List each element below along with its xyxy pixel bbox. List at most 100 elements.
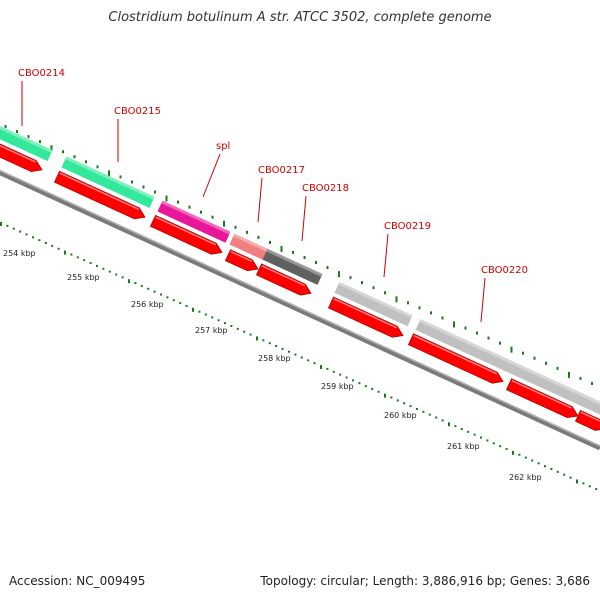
major-tick xyxy=(128,279,130,284)
cds-arrow xyxy=(149,214,223,255)
minor-tick xyxy=(486,439,489,442)
kbp-label: 260 kbp xyxy=(384,411,417,420)
cds-arrow-shape xyxy=(407,333,504,384)
cds-arrow-shine xyxy=(333,298,398,329)
gene-feature-box xyxy=(229,233,269,261)
minor-tick xyxy=(345,376,348,379)
gene-label-leader xyxy=(202,153,221,198)
minor-tick xyxy=(198,310,201,313)
minor-tick xyxy=(211,316,214,319)
gene-feature-shine xyxy=(419,319,600,409)
gene-label: CBO0219 xyxy=(384,221,431,232)
minor-tick xyxy=(147,287,150,290)
minor-tick xyxy=(422,410,425,413)
gene-label: CBO0217 xyxy=(258,165,305,176)
minor-tick xyxy=(454,425,457,428)
major-tick xyxy=(384,393,386,398)
gene-feature xyxy=(0,124,53,161)
minor-tick xyxy=(371,387,374,390)
outer-tick-ring xyxy=(4,125,593,385)
minor-tick xyxy=(281,347,284,350)
minor-tick xyxy=(217,319,220,322)
kbp-label: 255 kbp xyxy=(67,273,100,282)
minor-tick xyxy=(569,476,572,479)
gene-feature xyxy=(157,200,231,243)
minor-tick xyxy=(428,413,431,416)
cds-arrow-shine xyxy=(580,411,600,422)
minor-tick xyxy=(12,227,15,230)
minor-tick xyxy=(172,299,175,302)
major-tick xyxy=(192,307,194,312)
accession-text: Accession: NC_009495 xyxy=(9,574,146,588)
backbone-highlight xyxy=(0,169,600,447)
gene-feature-box xyxy=(0,124,53,161)
gene-feature xyxy=(415,319,600,417)
major-tick xyxy=(320,365,322,370)
cds-arrow-shine xyxy=(59,172,140,210)
cds-arrow-shine xyxy=(261,265,306,287)
minor-tick xyxy=(44,242,47,245)
minor-tick xyxy=(262,339,265,342)
inner-tick-ring xyxy=(0,222,598,491)
gene-feature-shine xyxy=(233,233,269,252)
gene-feature-box xyxy=(262,248,323,285)
gene-feature xyxy=(229,233,269,261)
cds-arrow-shape xyxy=(255,263,312,296)
gene-label: CBO0215 xyxy=(114,106,161,117)
minor-tick xyxy=(153,290,156,293)
minor-tick xyxy=(38,239,41,242)
gene-label: spl xyxy=(216,141,230,152)
minor-tick xyxy=(166,296,169,299)
minor-tick xyxy=(57,247,60,250)
minor-tick xyxy=(435,416,438,419)
major-tick xyxy=(448,422,450,427)
cds-arrow-shine xyxy=(0,142,37,163)
gene-feature-shine xyxy=(0,124,53,153)
minor-tick xyxy=(307,359,310,362)
minor-tick xyxy=(518,453,521,456)
minor-tick xyxy=(185,304,188,307)
gene-feature-box xyxy=(415,319,600,417)
gene-label: CBO0220 xyxy=(481,265,528,276)
minor-tick xyxy=(403,402,406,405)
minor-tick xyxy=(51,244,54,247)
cds-arrow-shape xyxy=(0,140,43,172)
minor-tick xyxy=(550,468,553,471)
minor-tick xyxy=(544,465,546,468)
backbone-line xyxy=(0,169,600,451)
minor-tick xyxy=(108,270,111,273)
minor-tick xyxy=(352,379,354,382)
minor-tick xyxy=(179,302,182,305)
minor-tick xyxy=(339,373,342,376)
minor-tick xyxy=(460,427,463,430)
gene-label-leader xyxy=(301,195,307,242)
cds-arrow xyxy=(574,409,600,431)
gene-feature-box xyxy=(157,200,231,243)
gene-label-leader xyxy=(257,177,263,223)
cds-arrow xyxy=(505,378,579,419)
cds-arrow-shape xyxy=(53,170,146,220)
map-title: Clostridium botulinum A str. ATCC 3502, … xyxy=(108,10,492,25)
kbp-label: 259 kbp xyxy=(321,382,354,391)
kbp-label: 254 kbp xyxy=(3,249,36,258)
minor-tick xyxy=(121,276,124,279)
minor-tick xyxy=(480,436,482,439)
major-tick xyxy=(256,336,258,341)
gene-label-leader xyxy=(480,277,486,323)
minor-tick xyxy=(204,313,207,316)
minor-tick xyxy=(89,262,92,265)
minor-tick xyxy=(275,345,278,348)
minor-tick xyxy=(524,456,527,459)
minor-tick xyxy=(300,356,303,359)
minor-tick xyxy=(332,370,335,373)
minor-tick xyxy=(326,367,329,370)
minor-tick xyxy=(32,236,34,239)
cds-arrow-shape xyxy=(574,409,600,431)
minor-tick xyxy=(224,322,226,325)
minor-tick xyxy=(19,230,22,233)
gene-features xyxy=(0,124,600,417)
minor-tick xyxy=(160,293,162,296)
cds-arrow-shine xyxy=(230,250,253,262)
minor-tick xyxy=(396,399,399,402)
